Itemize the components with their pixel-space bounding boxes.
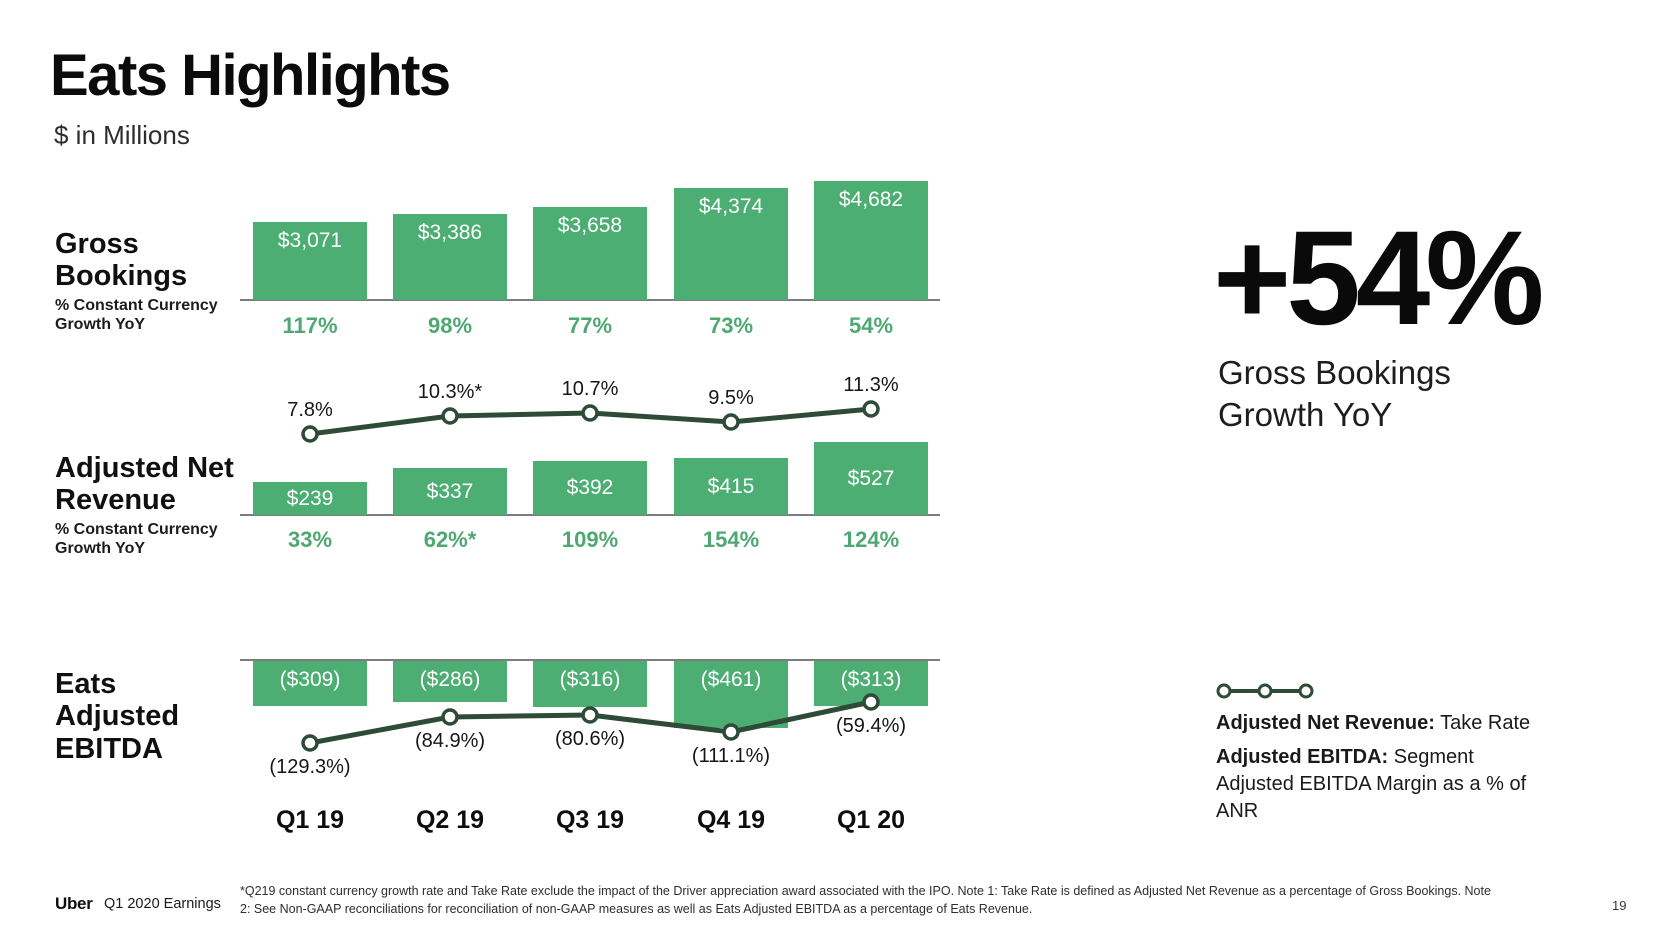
page-title: Eats Highlights: [50, 43, 451, 108]
gross-bookings-bar-q3-19: $3,658: [533, 207, 647, 300]
gross-bookings-bar-value-label: $3,071: [277, 229, 343, 252]
section-label-gross-bookings: Gross Bookings: [55, 228, 188, 293]
adjusted-net-revenue-growth-label-q1-20: 124%: [842, 527, 900, 552]
gross-bookings-growth-label-q3-19: 77%: [567, 313, 613, 338]
adjusted-net-revenue-bar-q3-19: $392: [533, 461, 647, 515]
axis-label-q4-19: Q4 19: [696, 806, 766, 834]
ebitda-bar-value-label: ($316): [559, 668, 621, 691]
ebitda-margin-point-label: (111.1%): [691, 745, 771, 767]
section-caption-adjusted-net-revenue: % Constant Currency Growth YoY: [55, 521, 218, 558]
footnote: *Q219 constant currency growth rate and …: [240, 884, 1491, 916]
gross-bookings-growth-label-q4-19: 73%: [708, 313, 754, 338]
adjusted-net-revenue-bar-value-label: $527: [847, 466, 895, 490]
gross-bookings-bar-value-label: $4,682: [838, 188, 904, 211]
ebitda-bar-value-label: ($286): [419, 668, 481, 691]
legend-item-ebitda-margin: Adjusted EBITDA: Segment Adjusted EBITDA…: [1216, 744, 1546, 825]
gross-bookings-bar-q1-20: $4,682: [814, 181, 928, 300]
adjusted-net-revenue-growth-label-q4-19: 154%: [702, 527, 760, 552]
ebitda-bar-value-label: ($309): [279, 668, 341, 691]
gross-bookings-bar-value-label: $3,658: [557, 214, 623, 237]
adjusted-net-revenue-bar-q2-19: $337: [393, 468, 507, 515]
earnings-label: Q1 2020 Earnings: [104, 896, 221, 912]
ebitda-bar-q1-20: ($313): [814, 661, 928, 706]
big-stat: +54%: [1213, 204, 1544, 353]
adjusted-net-revenue-growth-label-q1-19: 33%: [287, 527, 333, 552]
gross-bookings-growth-label-q1-19: 117%: [282, 313, 338, 338]
adjusted-net-revenue-bar-value-label: $239: [286, 486, 334, 510]
adjusted-net-revenue-bar-value-label: $337: [426, 479, 474, 503]
ebitda-bar-q1-19: ($309): [253, 661, 367, 706]
gross-bookings-axis-line: [240, 299, 940, 301]
legend-line-icon: [1216, 683, 1314, 699]
axis-label-q2-19: Q2 19: [415, 806, 485, 834]
ebitda-bar-value-label: ($313): [840, 668, 902, 691]
axis-label-q1-19: Q1 19: [275, 806, 345, 834]
page-subtitle: $ in Millions: [54, 120, 190, 150]
adjusted-net-revenue-growth-label-q2-19: 62%*: [423, 527, 477, 552]
legend-dot: [1257, 683, 1273, 699]
ebitda-bar-q4-19: ($461): [674, 661, 788, 728]
legend-item-ebitda-margin-term: Adjusted EBITDA:: [1216, 746, 1389, 768]
axis-label-q3-19: Q3 19: [555, 806, 625, 834]
legend-item-take-rate-desc: Take Rate: [1434, 712, 1531, 734]
gross-bookings-growth-label-q1-20: 54%: [848, 313, 894, 338]
ebitda-bar-value-label: ($461): [700, 668, 762, 691]
ebitda-bar-q3-19: ($316): [533, 661, 647, 707]
take-rate-point-label: 10.3%*: [417, 381, 483, 403]
legend-item-ebitda-margin-desc: Segment Adjusted EBITDA Margin as a % of…: [1216, 746, 1527, 822]
take-rate-point-label: 7.8%: [287, 399, 333, 421]
uber-logo: Uber: [55, 894, 93, 913]
adjusted-net-revenue-axis-line: [240, 514, 940, 516]
ebitda-margin-point-label: (80.6%): [554, 728, 626, 750]
ebitda-margin-point-label: (84.9%): [414, 730, 486, 752]
adjusted-net-revenue-bar-value-label: $415: [707, 474, 755, 498]
ebitda-bar-q2-19: ($286): [393, 661, 507, 702]
gross-bookings-bar-q1-19: $3,071: [253, 222, 367, 300]
take-rate-point-label: 11.3%: [843, 374, 899, 396]
gross-bookings-bar-q2-19: $3,386: [393, 214, 507, 300]
legend-dot: [1216, 683, 1232, 699]
take-rate-point-label: 10.7%: [561, 378, 619, 400]
gross-bookings-bar-value-label: $3,386: [417, 221, 483, 244]
section-caption-gross-bookings: % Constant Currency Growth YoY: [55, 297, 218, 334]
big-stat-caption: Gross Bookings Growth YoY: [1218, 354, 1451, 433]
adjusted-net-revenue-growth-label-q3-19: 109%: [561, 527, 619, 552]
gross-bookings-growth-label-q2-19: 98%: [427, 313, 473, 338]
axis-label-q1-20: Q1 20: [836, 806, 906, 834]
take-rate-point-label: 9.5%: [708, 387, 754, 409]
gross-bookings-bar-q4-19: $4,374: [674, 188, 788, 300]
section-label-eats-adjusted-ebitda: Eats Adjusted EBITDA: [55, 668, 180, 765]
adjusted-net-revenue-bar-q1-20: $527: [814, 442, 928, 515]
ebitda-margin-point-label: (59.4%): [835, 715, 907, 737]
ebitda-axis-line: [240, 659, 940, 661]
gross-bookings-bar-value-label: $4,374: [698, 195, 764, 218]
adjusted-net-revenue-bar-q1-19: $239: [253, 482, 367, 515]
section-label-adjusted-net-revenue: Adjusted Net Revenue: [55, 452, 234, 517]
ebitda-margin-point-label: (129.3%): [269, 756, 351, 778]
legend-item-take-rate: Adjusted Net Revenue: Take Rate: [1216, 710, 1636, 737]
legend-item-take-rate-term: Adjusted Net Revenue:: [1216, 712, 1435, 734]
legend-dot: [1298, 683, 1314, 699]
adjusted-net-revenue-bar-q4-19: $415: [674, 458, 788, 515]
adjusted-net-revenue-bar-value-label: $392: [566, 476, 614, 499]
page-number: 19: [1612, 898, 1627, 913]
